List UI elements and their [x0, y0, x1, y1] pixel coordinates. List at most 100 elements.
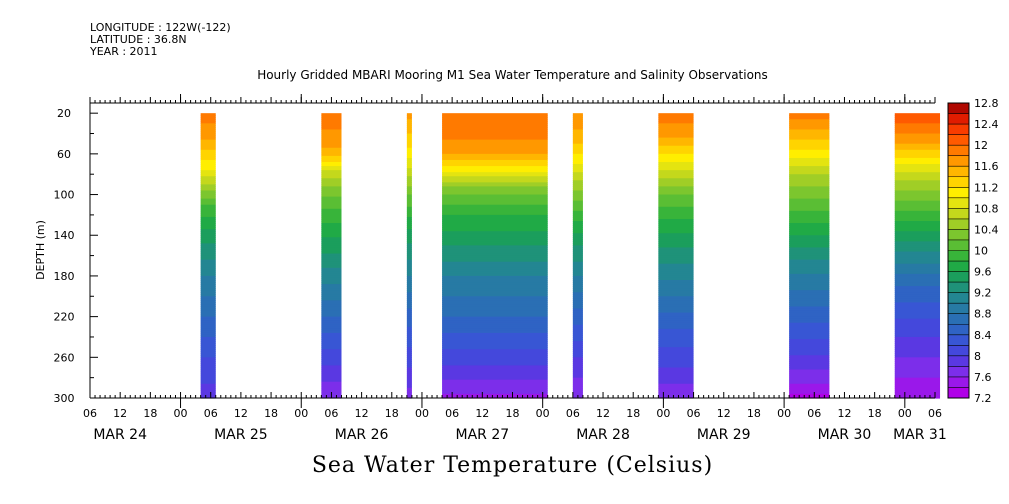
temperature-cell [789, 277, 830, 281]
temperature-cell [442, 170, 548, 173]
temperature-cell [321, 239, 342, 242]
temperature-cell [406, 314, 412, 318]
temperature-cell [658, 178, 694, 181]
temperature-cell [894, 395, 941, 399]
temperature-cell [572, 182, 583, 185]
temperature-cell [789, 265, 830, 269]
temperature-cell [572, 298, 583, 301]
temperature-cell [789, 292, 830, 295]
temperature-cell [200, 218, 216, 222]
temperature-cell [572, 320, 583, 324]
temperature-cell [442, 202, 548, 206]
temperature-cell [406, 318, 412, 322]
temperature-cell [200, 119, 216, 122]
temperature-cell [658, 290, 694, 293]
temperature-cell [658, 336, 694, 340]
temperature-cell [200, 208, 216, 212]
temperature-cell [658, 188, 694, 192]
temperature-cell [789, 282, 830, 285]
temperature-cell [789, 133, 830, 137]
temperature-cell [200, 198, 216, 202]
colorbar-swatch [948, 271, 969, 283]
temperature-cell [442, 178, 548, 181]
temperature-cell [572, 387, 583, 391]
temperature-cell [200, 113, 216, 116]
temperature-cell [321, 214, 342, 218]
temperature-cell [321, 369, 342, 373]
temperature-cell [894, 178, 941, 181]
temperature-cell [658, 157, 694, 161]
x-day-label: MAR 26 [335, 427, 389, 443]
temperature-cell [321, 341, 342, 344]
temperature-cell [200, 269, 216, 273]
colorbar-label: 7.2 [974, 392, 992, 405]
latitude-text: LATITUDE : 36.8N [90, 33, 187, 46]
temperature-cell [321, 229, 342, 232]
temperature-cell [200, 373, 216, 377]
data-segment [406, 113, 412, 399]
temperature-cell [406, 361, 412, 365]
temperature-cell [442, 294, 548, 297]
temperature-cell [200, 292, 216, 295]
temperature-cell [200, 375, 216, 379]
temperature-cell [789, 249, 830, 253]
temperature-cell [321, 343, 342, 346]
temperature-cell [200, 157, 216, 161]
x-day-label: MAR 25 [214, 427, 268, 443]
temperature-cell [894, 200, 941, 204]
temperature-cell [321, 237, 342, 240]
temperature-cell [789, 117, 830, 120]
temperature-cell [406, 176, 412, 179]
temperature-cell [894, 349, 941, 352]
temperature-cell [572, 137, 583, 141]
temperature-cell [789, 324, 830, 328]
temperature-cell [200, 135, 216, 139]
temperature-cell [789, 308, 830, 312]
temperature-cell [894, 263, 941, 267]
temperature-cell [406, 385, 412, 389]
data-segment [321, 113, 342, 399]
temperature-cell [321, 273, 342, 277]
temperature-cell [321, 117, 342, 120]
temperature-cell [572, 147, 583, 151]
temperature-cell [321, 133, 342, 137]
temperature-cell [572, 347, 583, 350]
temperature-cell [321, 275, 342, 279]
temperature-cell [321, 282, 342, 285]
temperature-cell [789, 322, 830, 326]
temperature-cell [442, 318, 548, 322]
temperature-cell [200, 282, 216, 285]
x-tick-label: 12 [837, 407, 851, 420]
colorbar-label: 7.6 [974, 371, 992, 384]
temperature-cell [200, 290, 216, 293]
temperature-cell [321, 178, 342, 181]
temperature-cell [406, 229, 412, 232]
temperature-cell [200, 214, 216, 218]
temperature-cell [406, 280, 412, 283]
temperature-cell [442, 330, 548, 334]
temperature-cell [658, 127, 694, 131]
temperature-cell [321, 206, 342, 210]
temperature-cell [321, 115, 342, 118]
temperature-cell [572, 117, 583, 120]
temperature-cell [406, 159, 412, 163]
temperature-cell [572, 190, 583, 194]
temperature-cell [789, 184, 830, 188]
temperature-cell [200, 190, 216, 194]
temperature-cell [894, 381, 941, 385]
temperature-cell [442, 186, 548, 190]
temperature-cell [200, 280, 216, 283]
temperature-cell [789, 389, 830, 393]
temperature-cell [789, 227, 830, 230]
colorbar-swatch [948, 155, 969, 167]
temperature-cell [406, 164, 412, 167]
temperature-cell [894, 216, 941, 220]
temperature-cell [321, 188, 342, 192]
temperature-cell [406, 294, 412, 297]
temperature-cell [200, 318, 216, 322]
temperature-cell [789, 355, 830, 358]
temperature-cell [894, 149, 941, 153]
temperature-cell [658, 237, 694, 240]
temperature-cell [200, 155, 216, 159]
temperature-cell [658, 312, 694, 316]
